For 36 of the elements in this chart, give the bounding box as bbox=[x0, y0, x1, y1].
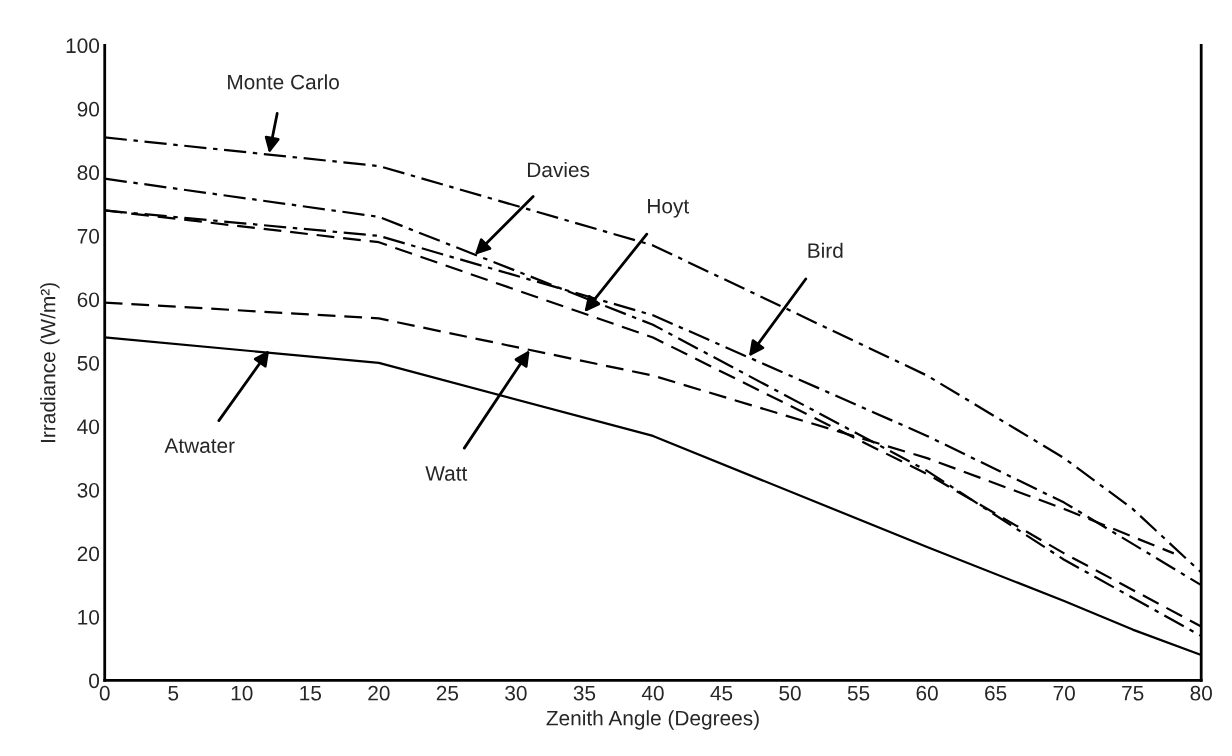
x-tick-label: 10 bbox=[231, 685, 253, 701]
x-tick-label: 70 bbox=[1053, 685, 1075, 701]
x-tick-label: 20 bbox=[368, 685, 390, 701]
annotation: Monte Carlo bbox=[228, 74, 339, 90]
y-tick-label: 90 bbox=[77, 101, 100, 117]
y-tick-label: 60 bbox=[77, 292, 100, 308]
x-tick-label: 5 bbox=[168, 686, 179, 701]
x-tick-label: 55 bbox=[847, 686, 870, 701]
x-tick-label: 40 bbox=[641, 685, 664, 701]
x-tick-label: 15 bbox=[300, 686, 322, 701]
annotation: Watt bbox=[425, 466, 468, 481]
annotation: Hoyt bbox=[648, 198, 690, 218]
x-tick-label: 75 bbox=[1122, 686, 1144, 701]
y-tick-label: 100 bbox=[66, 38, 100, 54]
x-axis-title: Zenith Angle (Degrees) bbox=[546, 710, 759, 730]
annotation: Davies bbox=[527, 161, 590, 178]
y-tick-label: 30 bbox=[77, 482, 100, 498]
x-tick-label: 65 bbox=[985, 685, 1007, 701]
x-tick-label: 60 bbox=[916, 685, 938, 701]
x-tick-label: 50 bbox=[779, 685, 801, 701]
x-tick-label: 0 bbox=[99, 685, 110, 701]
y-tick-label: 70 bbox=[77, 228, 100, 244]
x-tick-label: 35 bbox=[573, 685, 596, 701]
x-tick-label: 30 bbox=[505, 685, 527, 701]
y-tick-label: 10 bbox=[78, 609, 100, 625]
y-tick-label: 40 bbox=[77, 419, 100, 435]
x-tick-label: 80 bbox=[1190, 685, 1212, 701]
annotation: Atwater bbox=[164, 438, 235, 453]
y-tick-label: 20 bbox=[77, 546, 100, 562]
x-tick-label: 25 bbox=[436, 685, 459, 701]
y-axis-title: Irradiance (W/m²) bbox=[40, 283, 60, 442]
x-tick-label: 45 bbox=[710, 686, 733, 701]
y-tick-label: 50 bbox=[77, 355, 100, 371]
y-tick-label: 80 bbox=[77, 165, 100, 181]
annotation: Bird bbox=[808, 242, 843, 258]
y-tick-label: 0 bbox=[89, 673, 100, 689]
